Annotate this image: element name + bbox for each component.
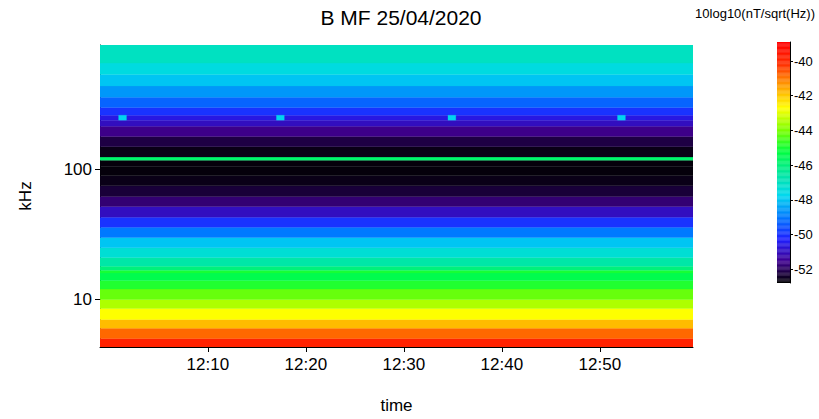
- svg-text:-40: -40: [794, 54, 813, 69]
- svg-text:-44: -44: [794, 123, 813, 138]
- svg-text:time: time: [380, 396, 412, 415]
- svg-text:12:40: 12:40: [481, 355, 524, 374]
- svg-text:12:30: 12:30: [383, 355, 426, 374]
- svg-text:10log10(nT/sqrt(Hz)): 10log10(nT/sqrt(Hz)): [695, 6, 815, 21]
- svg-text:-52: -52: [794, 262, 813, 277]
- svg-text:B MF 25/04/2020: B MF 25/04/2020: [320, 6, 481, 29]
- svg-text:kHz: kHz: [16, 181, 35, 210]
- svg-text:-50: -50: [794, 227, 813, 242]
- svg-text:100: 100: [64, 160, 92, 179]
- svg-text:10: 10: [73, 290, 92, 309]
- svg-text:-48: -48: [794, 192, 813, 207]
- svg-text:12:50: 12:50: [579, 355, 622, 374]
- svg-text:12:20: 12:20: [285, 355, 328, 374]
- svg-text:12:10: 12:10: [187, 355, 230, 374]
- svg-text:-46: -46: [794, 158, 813, 173]
- svg-text:-42: -42: [794, 88, 813, 103]
